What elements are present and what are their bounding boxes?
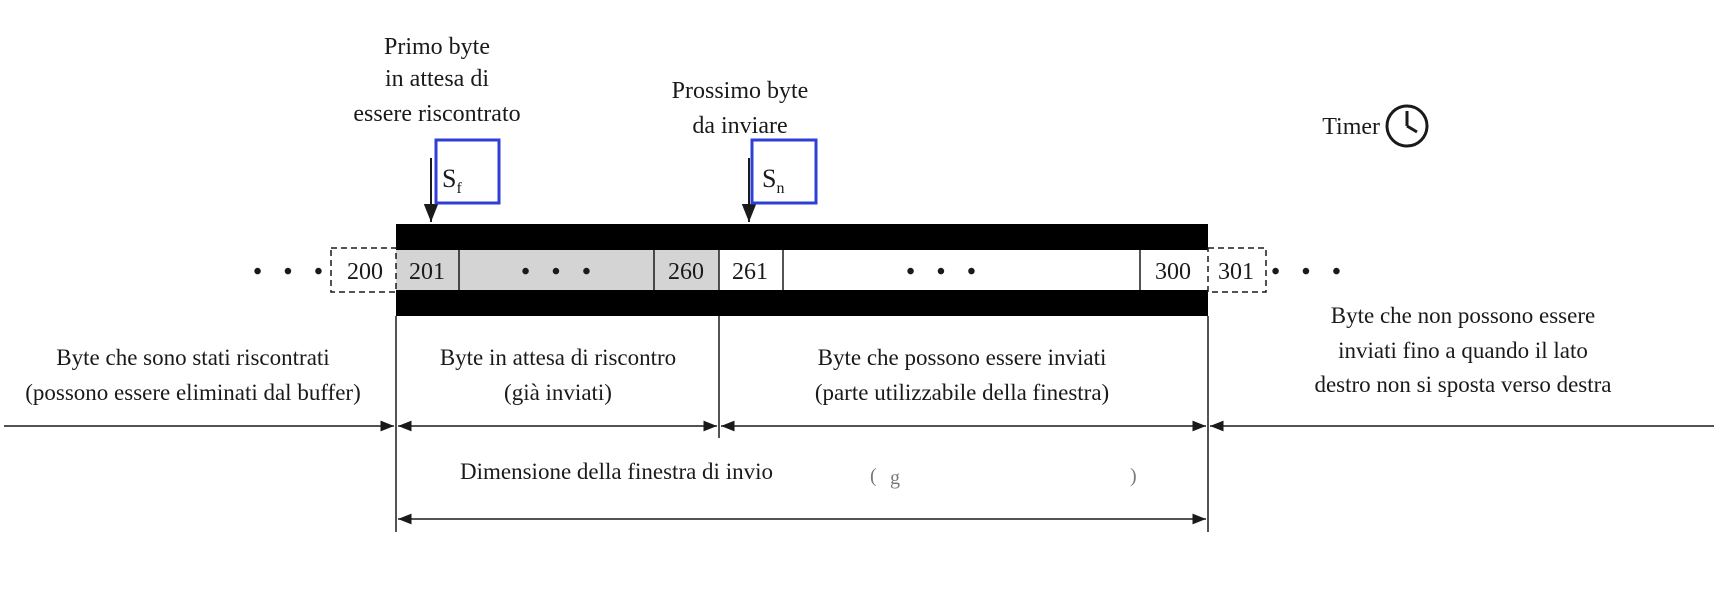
- outstanding-shaded-region: [396, 250, 719, 290]
- cell-200-dashed: [330, 247, 397, 293]
- svg-text:(: (: [870, 465, 877, 487]
- strip-bottom-bar: [396, 290, 1208, 316]
- byte-200: 200: [347, 259, 383, 285]
- blocked-line-1: Byte che non possono essere: [1331, 303, 1595, 328]
- region-outstanding: Byte in attesa di riscontro (già inviati…: [440, 345, 676, 405]
- outstanding-line-1: Byte in attesa di riscontro: [440, 345, 676, 370]
- blocked-line-3: destro non si sposta verso destra: [1314, 372, 1611, 397]
- byte-201: 201: [409, 259, 445, 285]
- usable-region: [719, 250, 1208, 290]
- region-blocked: Byte che non possono essere inviati fino…: [1314, 303, 1611, 397]
- acked-line-2: (possono essere eliminati dal buffer): [25, 380, 361, 405]
- blocked-line-2: inviati fino a quando il lato: [1338, 338, 1588, 363]
- usable-ellipsis: • • •: [906, 259, 983, 285]
- byte-strip: • • • 200 201 • • • 260 261 • • • 300 30…: [253, 224, 1348, 316]
- cell-301-dashed: [1207, 247, 1267, 293]
- region-acked: Byte che sono stati riscontrati (possono…: [25, 345, 361, 405]
- byte-261: 261: [732, 259, 768, 285]
- byte-301: 301: [1218, 259, 1254, 285]
- outstanding-ellipsis: • • •: [521, 259, 598, 285]
- byte-300: 300: [1155, 259, 1191, 285]
- first-unacked-line-1: Primo byte: [384, 34, 490, 60]
- usable-line-1: Byte che possono essere inviati: [818, 345, 1107, 370]
- sf-symbol: Sf: [442, 164, 462, 197]
- sn-symbol: Sn: [762, 164, 784, 197]
- sn-pointer: Sn: [741, 138, 818, 222]
- first-unacked-line-3: essere riscontrato: [353, 101, 520, 127]
- window-size: Dimensione della finestra di invio ( g ): [398, 458, 1206, 525]
- timer: Timer: [1322, 104, 1429, 148]
- first-unacked-annotation: Primo byte in attesa di essere riscontra…: [353, 34, 520, 127]
- svg-text:): ): [1130, 465, 1137, 487]
- right-ellipsis: • • •: [1271, 259, 1348, 285]
- region-dividers: [395, 316, 1209, 532]
- next-to-send-line-1: Prossimo byte: [672, 78, 809, 104]
- acked-line-1: Byte che sono stati riscontrati: [56, 345, 329, 370]
- erased-text-patch: ( g ): [864, 458, 1154, 490]
- clock-icon: [1385, 104, 1429, 148]
- first-unacked-line-2: in attesa di: [385, 66, 489, 92]
- sn-highlight-box: [750, 138, 818, 205]
- strip-top-bar: [396, 224, 1208, 250]
- usable-line-2: (parte utilizzabile della finestra): [815, 380, 1109, 405]
- sf-highlight-box: [434, 138, 501, 205]
- svg-text:g: g: [890, 467, 900, 489]
- window-size-label: Dimensione della finestra di invio: [460, 459, 773, 484]
- timer-label: Timer: [1322, 114, 1380, 140]
- outstanding-line-2: (già inviati): [504, 380, 612, 405]
- region-usable: Byte che possono essere inviati (parte u…: [815, 345, 1109, 405]
- sf-pointer: Sf: [423, 138, 501, 222]
- next-to-send-annotation: Prossimo byte da inviare: [672, 78, 809, 139]
- left-ellipsis: • • •: [253, 259, 330, 285]
- next-to-send-line-2: da inviare: [692, 113, 787, 139]
- byte-260: 260: [668, 259, 704, 285]
